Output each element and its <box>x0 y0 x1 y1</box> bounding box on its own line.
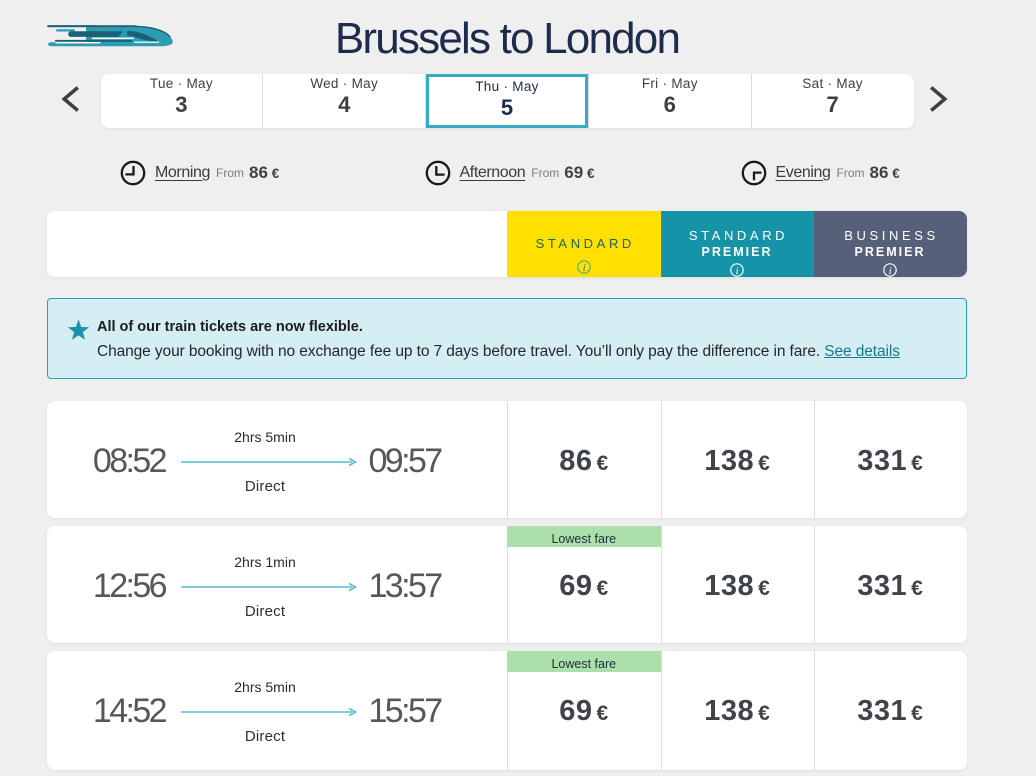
svg-text:i: i <box>582 262 585 274</box>
svg-text:i: i <box>889 265 892 277</box>
svg-text:i: i <box>736 265 739 277</box>
